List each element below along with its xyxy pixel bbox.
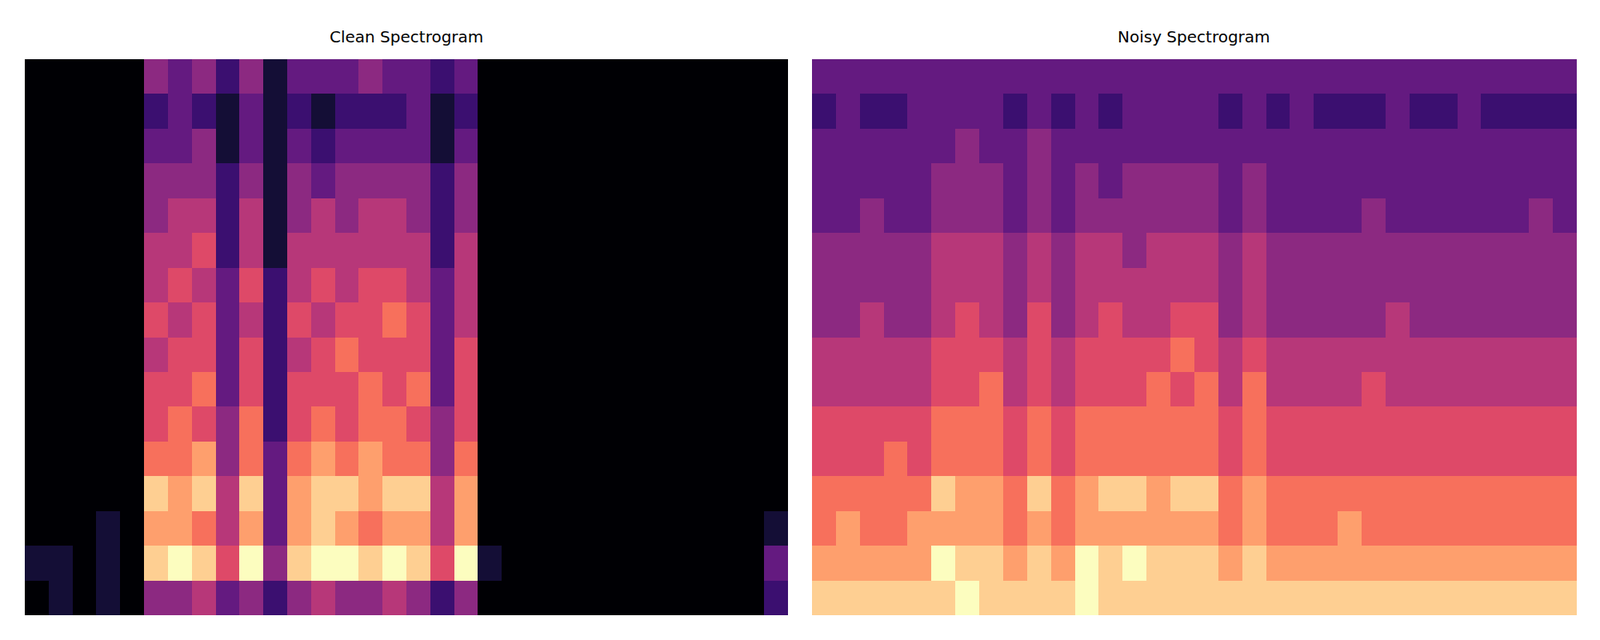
- svg-text:Clean Spectrogram: Clean Spectrogram: [329, 27, 484, 47]
- svg-text:Noisy Spectrogram: Noisy Spectrogram: [1117, 27, 1271, 47]
